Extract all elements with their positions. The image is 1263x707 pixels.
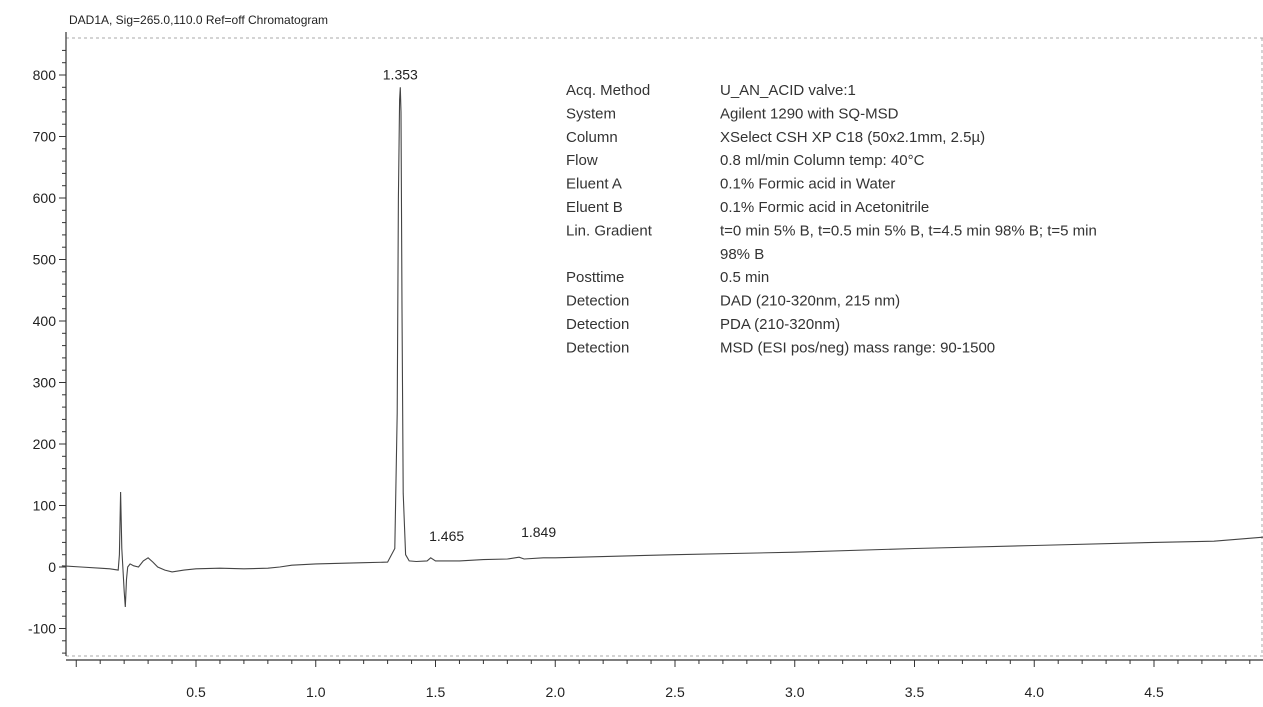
info-row-value: MSD (ESI pos/neg) mass range: 90-1500 [720,339,995,356]
chart-title: DAD1A, Sig=265.0,110.0 Ref=off Chromatog… [69,13,328,27]
info-row-label: Column [566,129,618,146]
info-row-label: Eluent B [566,199,623,216]
x-tick-label: 1.0 [306,684,326,700]
info-row-value: 98% B [720,246,764,263]
y-tick-label: 0 [48,559,56,575]
y-tick-label: -100 [28,621,56,637]
y-tick-label: 800 [33,67,57,83]
y-tick-label: 500 [33,252,57,268]
info-row-label: Acq. Method [566,82,650,99]
info-row-value: 0.5 min [720,269,769,286]
peak-label: 1.849 [521,524,556,540]
info-row-value: 0.1% Formic acid in Water [720,176,895,193]
x-tick-label: 0.5 [186,684,206,700]
peak-label: 1.353 [383,66,418,82]
x-tick-label: 2.5 [665,684,685,700]
x-axis-ticks: 0.5 1.0 1.5 2.0 2.5 3.0 3.5 4.0 4.5 [75,660,1251,700]
info-row-label: Detection [566,293,629,310]
info-row-value: t=0 min 5% B, t=0.5 min 5% B, t=4.5 min … [720,222,1097,239]
peak-label: 1.465 [429,528,464,544]
peak-labels: 1.353 1.465 1.849 [383,66,557,544]
y-tick-label: 100 [33,498,57,514]
info-row-label: Detection [566,316,629,333]
info-row-label: Posttime [566,269,624,286]
y-tick-label: 400 [33,313,57,329]
info-row-label: Eluent A [566,176,622,193]
y-axis-ticks: -100 0 100 200 300 400 500 600 700 800 [28,49,66,654]
x-tick-label: 4.0 [1025,684,1045,700]
info-row-value: 0.8 ml/min Column temp: 40°C [720,152,925,169]
y-tick-label: 200 [33,436,57,452]
chromatogram-trace [61,87,1263,608]
method-info-table: Acq. Method U_AN_ACID valve:1 System Agilen… [566,82,1097,356]
info-row-value: U_AN_ACID valve:1 [720,82,856,99]
y-tick-label: 300 [33,375,57,391]
info-row-label: Lin. Gradient [566,222,653,239]
info-row-value: XSelect CSH XP C18 (50x2.1mm, 2.5µ) [720,129,985,146]
info-row-label: Flow [566,152,598,169]
x-tick-label: 3.0 [785,684,805,700]
y-tick-label: 700 [33,129,57,145]
y-tick-label: 600 [33,190,57,206]
info-row-label: System [566,105,616,122]
info-row-label: Detection [566,339,629,356]
x-tick-label: 2.0 [546,684,566,700]
x-tick-label: 3.5 [905,684,925,700]
info-row-value: PDA (210-320nm) [720,316,840,333]
x-tick-label: 1.5 [426,684,446,700]
info-row-value: 0.1% Formic acid in Acetonitrile [720,199,929,216]
x-tick-label: 4.5 [1144,684,1164,700]
info-row-value: Agilent 1290 with SQ-MSD [720,105,899,122]
info-row-value: DAD (210-320nm, 215 nm) [720,293,900,310]
